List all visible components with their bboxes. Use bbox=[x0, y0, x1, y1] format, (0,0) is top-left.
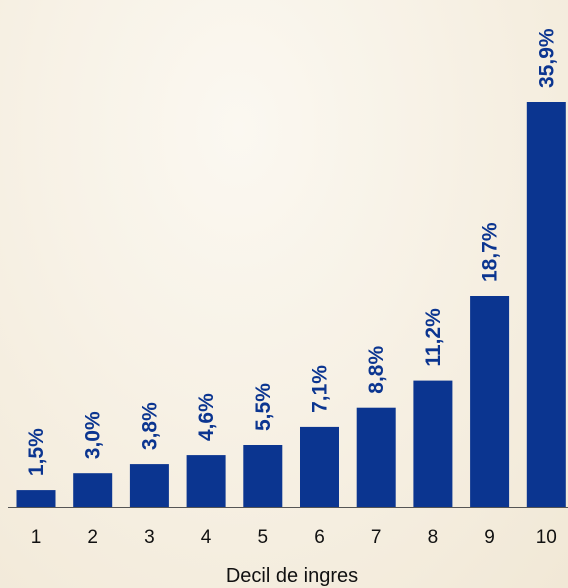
x-tick-label: 2 bbox=[87, 527, 98, 548]
bar-decil-6 bbox=[300, 426, 339, 507]
bar-value-label: 3,0% bbox=[82, 411, 105, 459]
x-tick-label: 3 bbox=[144, 527, 155, 548]
bar-value-label: 8,8% bbox=[365, 346, 388, 394]
bar-value-label: 3,8% bbox=[138, 402, 161, 450]
bar-decil-10 bbox=[526, 102, 566, 507]
x-tick-label: 6 bbox=[314, 527, 325, 548]
bar-decil-1 bbox=[16, 490, 56, 507]
bar-decil-3 bbox=[129, 464, 169, 507]
bar-value-label: 7,1% bbox=[309, 365, 332, 413]
bar-decil-2 bbox=[73, 473, 113, 507]
x-tick-label: 10 bbox=[536, 527, 557, 548]
bar-value-label: 1,5% bbox=[25, 428, 48, 476]
x-axis-title: Decil de ingres bbox=[226, 565, 358, 587]
bar-value-label: 18,7% bbox=[479, 222, 502, 282]
bar-decil-7 bbox=[356, 407, 396, 507]
x-tick-label: 7 bbox=[371, 527, 382, 548]
bar-value-label: 5,5% bbox=[252, 383, 275, 431]
bar-value-label: 4,6% bbox=[195, 393, 218, 441]
x-tick-label: 8 bbox=[428, 527, 439, 548]
value-labels-group: 1,5% 3,0% 3,8% 4,6% 5,5% 7,1% 8,8% 11,2% 18,7% 35… bbox=[25, 28, 558, 476]
x-tick-label: 1 bbox=[31, 527, 42, 548]
x-tick-label: 9 bbox=[484, 527, 495, 548]
bars-group bbox=[16, 102, 566, 507]
bar-decil-4 bbox=[186, 455, 226, 507]
bar-decil-9 bbox=[470, 296, 510, 507]
bar-value-label: 35,9% bbox=[535, 28, 558, 88]
x-tick-label: 5 bbox=[258, 527, 269, 548]
bar-value-label: 11,2% bbox=[422, 308, 445, 367]
bar-decil-8 bbox=[413, 380, 453, 507]
bar-decil-5 bbox=[243, 445, 283, 507]
x-tick-label: 4 bbox=[201, 527, 212, 548]
x-tick-labels-group: 1 2 3 4 5 6 7 8 9 10 bbox=[31, 527, 557, 548]
